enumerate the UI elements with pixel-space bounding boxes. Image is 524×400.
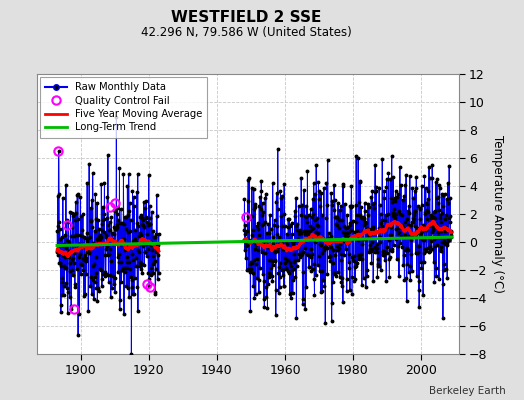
- Y-axis label: Temperature Anomaly (°C): Temperature Anomaly (°C): [491, 135, 504, 293]
- Text: Berkeley Earth: Berkeley Earth: [429, 386, 506, 396]
- Text: 42.296 N, 79.586 W (United States): 42.296 N, 79.586 W (United States): [141, 26, 352, 39]
- Legend: Raw Monthly Data, Quality Control Fail, Five Year Moving Average, Long-Term Tren: Raw Monthly Data, Quality Control Fail, …: [40, 77, 207, 138]
- Text: WESTFIELD 2 SSE: WESTFIELD 2 SSE: [171, 10, 321, 25]
